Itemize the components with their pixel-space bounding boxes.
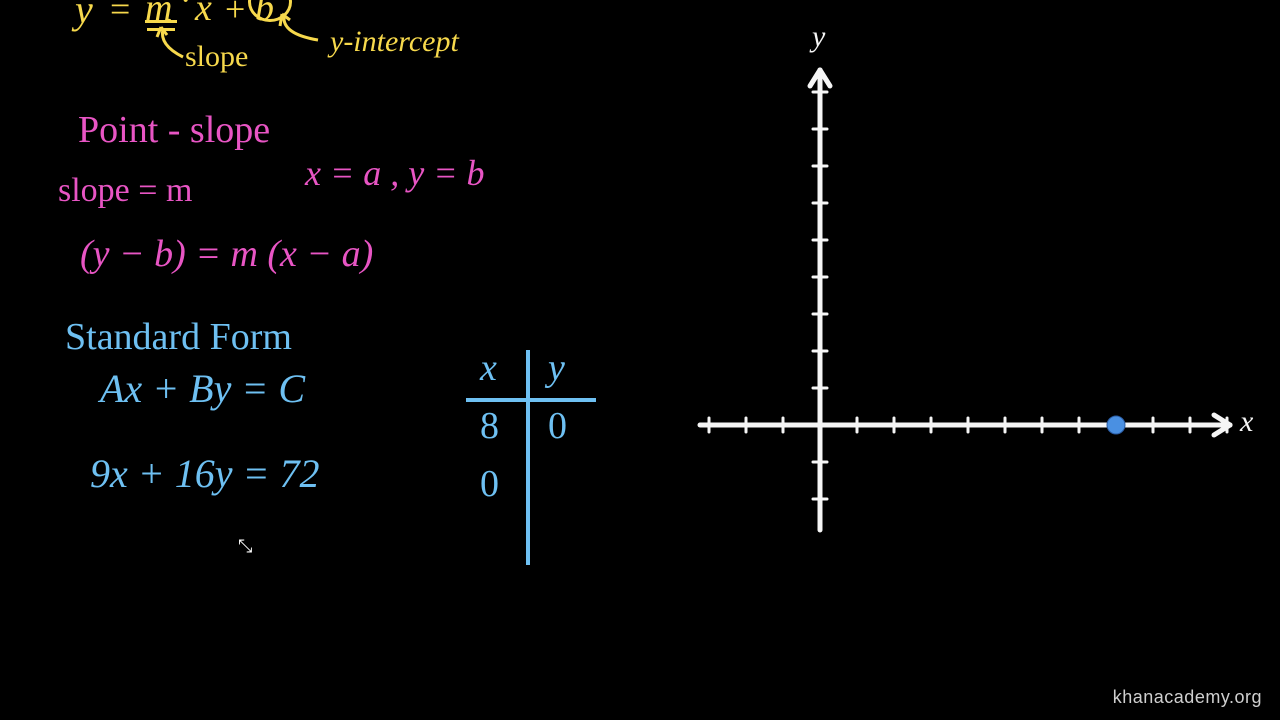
watermark-text: khanacademy.org — [1113, 687, 1262, 708]
mouse-cursor-icon: ⤡ — [238, 536, 252, 557]
coordinate-axes — [0, 0, 1280, 720]
y-axis-label: y — [812, 20, 825, 54]
blackboard-canvas: y = m · x + b slope y-intercept Point - … — [0, 0, 1280, 720]
x-axis-label: x — [1240, 405, 1253, 439]
